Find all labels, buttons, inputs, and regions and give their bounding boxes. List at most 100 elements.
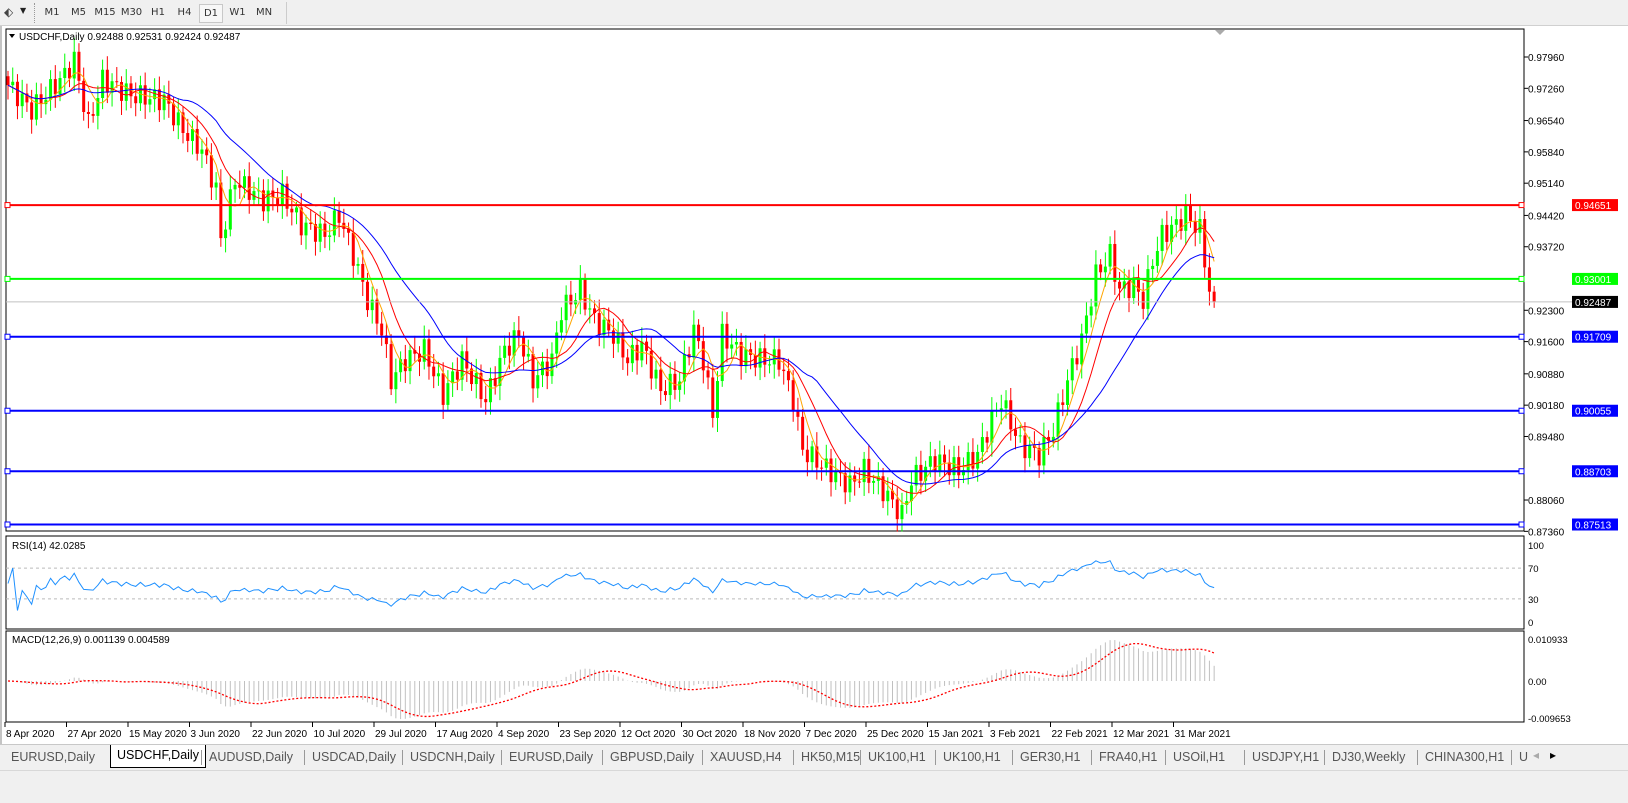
timeframe-m5[interactable]: M5: [71, 7, 86, 18]
chart-background: [0, 26, 1628, 744]
chart-tab[interactable]: USOil,H1: [1173, 750, 1226, 764]
chart-tab[interactable]: FRA40,H1: [1099, 750, 1158, 764]
candle-body: [6, 76, 10, 86]
candle: [470, 362, 474, 391]
timeframe-d1[interactable]: D1: [199, 4, 223, 23]
price-tick-label: 0.90180: [1528, 401, 1565, 412]
candle: [413, 335, 417, 362]
dropdown-arrow-icon[interactable]: ▼: [20, 6, 27, 15]
candle: [848, 462, 852, 502]
chart-tab[interactable]: UK100,H1: [868, 750, 926, 764]
candle-body: [1089, 306, 1093, 316]
level-handle-left[interactable]: [4, 202, 11, 209]
chart-tab[interactable]: CHINA300,H1: [1425, 750, 1505, 764]
candle-body: [663, 391, 667, 396]
candle: [1160, 218, 1164, 266]
candle-body: [219, 182, 223, 239]
candle-body: [1018, 435, 1022, 437]
chart-tab[interactable]: U: [1519, 750, 1529, 764]
candle: [1165, 210, 1169, 251]
chart-tab[interactable]: EURUSD,Daily: [11, 750, 96, 764]
chart-tab[interactable]: USDCNH,Daily: [410, 750, 495, 764]
timeframe-w1[interactable]: W1: [229, 7, 246, 18]
level-handle-left[interactable]: [4, 468, 11, 475]
candle: [1099, 259, 1103, 281]
chart-tab[interactable]: XAUUSD,H4: [710, 750, 782, 764]
candle-body: [195, 128, 199, 154]
candle-body: [313, 224, 317, 242]
chart-tab[interactable]: AUDUSD,Daily: [209, 750, 294, 764]
candle: [517, 316, 521, 348]
chart-tab[interactable]: USDCHF,Daily: [110, 745, 206, 768]
level-handle-right[interactable]: [1518, 202, 1525, 209]
level-handle-left[interactable]: [4, 333, 11, 340]
chart-tab[interactable]: HK50,M15: [801, 750, 861, 764]
candle: [157, 76, 161, 123]
timeframe-mn[interactable]: MN: [255, 7, 273, 18]
candle-body: [67, 67, 71, 79]
candle-body: [427, 339, 431, 367]
candle-body: [493, 378, 497, 386]
chart-tab[interactable]: USDJPY,H1: [1252, 750, 1320, 764]
level-handle-left[interactable]: [4, 275, 11, 282]
candle-body: [1127, 281, 1131, 299]
date-label: 10 Jul 2020: [314, 729, 366, 740]
candle-body: [928, 456, 932, 467]
candle-body: [976, 451, 980, 469]
chart-tab[interactable]: DJ30,Weekly: [1332, 750, 1406, 764]
candle-body: [701, 341, 705, 371]
timeframe-m30[interactable]: M30: [120, 7, 143, 18]
candle: [593, 300, 597, 324]
candle: [1089, 298, 1093, 328]
candle-body: [645, 341, 649, 351]
timeframe-m15[interactable]: M15: [94, 7, 116, 18]
candle-body: [413, 350, 417, 354]
candle-body: [162, 94, 166, 111]
level-price-tag: [1572, 272, 1618, 285]
level-handle-left[interactable]: [4, 407, 11, 414]
collapse-arrow-icon[interactable]: [9, 34, 15, 38]
ma-fast-line: [7, 72, 1215, 505]
candle: [891, 480, 895, 509]
candle: [659, 356, 663, 405]
chart-tab[interactable]: GER30,H1: [1020, 750, 1081, 764]
candle-body: [1009, 400, 1013, 430]
candle-body: [555, 332, 559, 354]
candle-body: [990, 411, 994, 443]
candle-body: [1023, 435, 1027, 459]
candle-body: [209, 155, 213, 188]
chart-window[interactable]: 0.97960 0.97260 0.96540 0.95840 0.95140 0.944…: [0, 26, 1628, 744]
candle-body: [455, 371, 459, 380]
candle-body: [96, 98, 100, 116]
chart-shift-marker-icon[interactable]: [1215, 30, 1225, 35]
candle: [361, 249, 365, 297]
candle-body: [1113, 243, 1117, 282]
tab-scroll-left-icon[interactable]: ◂: [1533, 748, 1540, 762]
chart-tab[interactable]: EURUSD,Daily: [509, 750, 594, 764]
timeframe-m1[interactable]: M1: [44, 7, 60, 18]
tab-scroll-right-icon[interactable]: ▸: [1550, 748, 1557, 762]
macd-tick-label: -0.009653: [1528, 714, 1571, 725]
level-handle-left[interactable]: [4, 521, 11, 528]
candle-body: [1212, 291, 1216, 302]
chart-tab[interactable]: USDCAD,Daily: [312, 750, 397, 764]
line-studies-icon[interactable]: ⬖: [4, 5, 14, 19]
chart-tab[interactable]: GBPUSD,Daily: [610, 750, 695, 764]
candle: [739, 333, 743, 380]
candle: [1080, 323, 1084, 379]
candle-body: [465, 351, 469, 369]
timeframe-h1[interactable]: H1: [151, 7, 165, 18]
level-handle-right[interactable]: [1518, 275, 1525, 282]
level-handle-right[interactable]: [1518, 468, 1525, 475]
level-handle-right[interactable]: [1518, 521, 1525, 528]
candle-body: [361, 263, 365, 282]
candle-body: [422, 339, 426, 362]
candle: [190, 120, 194, 155]
candle: [597, 299, 601, 347]
level-handle-right[interactable]: [1518, 407, 1525, 414]
candle-body: [290, 208, 294, 213]
candle: [763, 334, 767, 378]
chart-tab[interactable]: UK100,H1: [943, 750, 1001, 764]
level-handle-right[interactable]: [1518, 333, 1525, 340]
timeframe-h4[interactable]: H4: [177, 7, 192, 18]
